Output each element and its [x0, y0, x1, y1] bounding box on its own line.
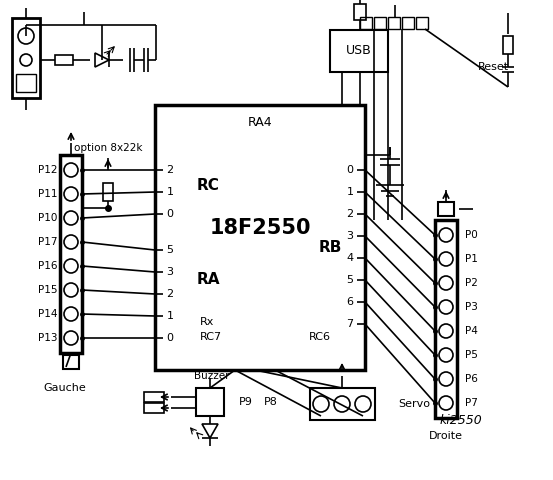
Text: P6: P6 — [465, 374, 477, 384]
Circle shape — [439, 396, 453, 410]
Circle shape — [439, 324, 453, 338]
Text: 2: 2 — [346, 209, 353, 219]
Bar — [402, 17, 414, 29]
Text: P10: P10 — [38, 213, 58, 223]
Text: RC: RC — [197, 178, 220, 192]
Bar — [503, 36, 513, 54]
Text: P4: P4 — [465, 326, 477, 336]
Bar — [63, 355, 79, 369]
Text: 5: 5 — [166, 245, 174, 255]
Text: P14: P14 — [38, 309, 58, 319]
Circle shape — [64, 283, 78, 297]
Text: P7: P7 — [465, 398, 477, 408]
Circle shape — [439, 300, 453, 314]
Text: Servo: Servo — [398, 399, 430, 409]
Text: Droite: Droite — [429, 431, 463, 441]
Circle shape — [64, 307, 78, 321]
Text: Gauche: Gauche — [44, 383, 86, 393]
Text: P0: P0 — [465, 230, 477, 240]
Text: Reset: Reset — [478, 62, 509, 72]
Bar — [374, 17, 386, 29]
Circle shape — [313, 396, 329, 412]
Text: RB: RB — [319, 240, 342, 255]
Bar — [144, 403, 164, 413]
Text: RA: RA — [197, 273, 221, 288]
Circle shape — [64, 259, 78, 273]
Text: 0: 0 — [347, 165, 353, 175]
Bar — [360, 17, 372, 29]
Circle shape — [439, 276, 453, 290]
Text: P8: P8 — [264, 397, 278, 407]
Bar — [155, 105, 365, 370]
Text: P12: P12 — [38, 165, 58, 175]
Bar — [12, 18, 40, 98]
Text: P16: P16 — [38, 261, 58, 271]
Text: Rx: Rx — [200, 317, 215, 327]
Text: 1: 1 — [166, 187, 174, 197]
Circle shape — [355, 396, 371, 412]
Bar — [438, 202, 454, 216]
Bar — [103, 183, 113, 201]
Text: P17: P17 — [38, 237, 58, 247]
Circle shape — [334, 396, 350, 412]
Text: 18F2550: 18F2550 — [209, 217, 311, 238]
Text: P2: P2 — [465, 278, 477, 288]
Text: 0: 0 — [166, 209, 174, 219]
Text: P15: P15 — [38, 285, 58, 295]
Bar — [388, 17, 400, 29]
Text: USB: USB — [346, 45, 372, 58]
Text: RA4: RA4 — [248, 117, 272, 130]
Text: 1: 1 — [166, 311, 174, 321]
Circle shape — [439, 252, 453, 266]
Bar — [144, 392, 164, 402]
Text: P13: P13 — [38, 333, 58, 343]
Text: 2: 2 — [166, 289, 174, 299]
Circle shape — [64, 187, 78, 201]
Bar — [60, 155, 82, 353]
Text: P5: P5 — [465, 350, 477, 360]
Text: 2: 2 — [166, 165, 174, 175]
Circle shape — [20, 54, 32, 66]
Circle shape — [64, 211, 78, 225]
Bar — [435, 220, 457, 418]
Circle shape — [439, 348, 453, 362]
Text: 3: 3 — [347, 231, 353, 241]
Bar — [354, 4, 366, 20]
Text: 5: 5 — [347, 275, 353, 285]
Circle shape — [18, 28, 34, 44]
Text: 0: 0 — [166, 333, 174, 343]
Text: P11: P11 — [38, 189, 58, 199]
Bar — [416, 17, 428, 29]
Text: Buzzer: Buzzer — [194, 371, 229, 381]
Text: P9: P9 — [239, 397, 253, 407]
Text: RC7: RC7 — [200, 332, 222, 342]
Circle shape — [439, 372, 453, 386]
Bar — [16, 74, 36, 92]
Text: 3: 3 — [166, 267, 174, 277]
Bar — [310, 388, 375, 420]
Circle shape — [64, 331, 78, 345]
Bar — [196, 388, 224, 416]
Bar — [330, 30, 388, 72]
Bar — [55, 55, 73, 65]
Text: 1: 1 — [347, 187, 353, 197]
Circle shape — [64, 235, 78, 249]
Text: P1: P1 — [465, 254, 477, 264]
Text: ki2550: ki2550 — [440, 413, 483, 427]
Circle shape — [64, 163, 78, 177]
Circle shape — [439, 228, 453, 242]
Text: RC6: RC6 — [309, 332, 331, 342]
Text: option 8x22k: option 8x22k — [74, 143, 142, 153]
Text: 6: 6 — [347, 297, 353, 307]
Text: P3: P3 — [465, 302, 477, 312]
Text: 7: 7 — [346, 319, 353, 329]
Text: 4: 4 — [346, 253, 353, 263]
